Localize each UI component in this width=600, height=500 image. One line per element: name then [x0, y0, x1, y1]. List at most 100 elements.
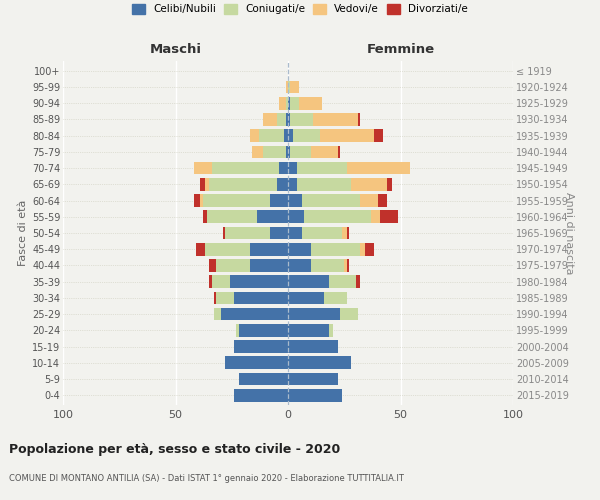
Bar: [257, 210, 288, 223]
Bar: [320, 130, 373, 142]
Bar: [250, 130, 259, 142]
Bar: [288, 178, 297, 190]
Bar: [205, 243, 250, 256]
Bar: [290, 80, 299, 94]
Bar: [270, 226, 288, 239]
Bar: [288, 356, 351, 369]
Bar: [311, 259, 344, 272]
Bar: [236, 324, 239, 336]
Bar: [351, 178, 387, 190]
Bar: [234, 389, 288, 402]
Bar: [288, 146, 290, 158]
Bar: [216, 259, 250, 272]
Text: COMUNE DI MONTANO ANTILIA (SA) - Dati ISTAT 1° gennaio 2020 - Elaborazione TUTTI: COMUNE DI MONTANO ANTILIA (SA) - Dati IS…: [9, 474, 404, 483]
Bar: [288, 389, 342, 402]
Bar: [286, 97, 288, 110]
Bar: [288, 259, 311, 272]
Text: Maschi: Maschi: [149, 43, 202, 56]
Bar: [337, 146, 340, 158]
Bar: [221, 308, 288, 320]
Text: Popolazione per età, sesso e stato civile - 2020: Popolazione per età, sesso e stato civil…: [9, 442, 340, 456]
Bar: [378, 194, 387, 207]
Bar: [286, 146, 288, 158]
Bar: [290, 97, 299, 110]
Bar: [299, 97, 322, 110]
Bar: [290, 146, 311, 158]
Bar: [297, 162, 347, 174]
Bar: [214, 292, 216, 304]
Bar: [297, 178, 351, 190]
Bar: [342, 226, 347, 239]
Bar: [225, 356, 288, 369]
Bar: [365, 243, 373, 256]
Bar: [193, 194, 200, 207]
Bar: [203, 194, 270, 207]
Bar: [229, 276, 288, 288]
Bar: [223, 226, 225, 239]
Bar: [290, 113, 313, 126]
Bar: [209, 276, 212, 288]
Bar: [203, 210, 207, 223]
Bar: [324, 292, 347, 304]
Bar: [259, 130, 284, 142]
Bar: [209, 259, 216, 272]
Bar: [288, 80, 290, 94]
Bar: [302, 194, 360, 207]
Bar: [293, 130, 320, 142]
Bar: [239, 324, 288, 336]
Bar: [263, 146, 286, 158]
Bar: [193, 162, 212, 174]
Bar: [263, 113, 277, 126]
Bar: [387, 178, 392, 190]
Bar: [288, 324, 329, 336]
Bar: [288, 210, 304, 223]
Bar: [340, 308, 358, 320]
Bar: [225, 226, 270, 239]
Bar: [360, 243, 365, 256]
Bar: [216, 292, 234, 304]
Bar: [347, 259, 349, 272]
Bar: [277, 113, 286, 126]
Bar: [200, 178, 205, 190]
Bar: [200, 194, 203, 207]
Bar: [344, 259, 347, 272]
Bar: [234, 340, 288, 353]
Bar: [288, 130, 293, 142]
Bar: [205, 178, 209, 190]
Bar: [286, 113, 288, 126]
Bar: [360, 194, 378, 207]
Bar: [288, 162, 297, 174]
Y-axis label: Anni di nascita: Anni di nascita: [564, 192, 574, 274]
Bar: [371, 210, 380, 223]
Bar: [373, 130, 383, 142]
Bar: [288, 243, 311, 256]
Bar: [288, 97, 290, 110]
Bar: [250, 243, 288, 256]
Bar: [279, 97, 286, 110]
Bar: [358, 113, 360, 126]
Bar: [288, 292, 324, 304]
Bar: [288, 372, 337, 386]
Bar: [313, 113, 358, 126]
Bar: [311, 146, 337, 158]
Bar: [329, 324, 333, 336]
Legend: Celibi/Nubili, Coniugati/e, Vedovi/e, Divorziati/e: Celibi/Nubili, Coniugati/e, Vedovi/e, Di…: [132, 4, 468, 14]
Bar: [380, 210, 398, 223]
Bar: [329, 276, 355, 288]
Bar: [279, 162, 288, 174]
Bar: [209, 178, 277, 190]
Bar: [355, 276, 360, 288]
Bar: [311, 243, 360, 256]
Bar: [304, 210, 371, 223]
Bar: [252, 146, 263, 158]
Bar: [284, 130, 288, 142]
Bar: [288, 226, 302, 239]
Bar: [288, 340, 337, 353]
Bar: [347, 162, 409, 174]
Bar: [234, 292, 288, 304]
Bar: [212, 276, 229, 288]
Text: Femmine: Femmine: [367, 43, 434, 56]
Bar: [277, 178, 288, 190]
Bar: [250, 259, 288, 272]
Y-axis label: Fasce di età: Fasce di età: [17, 200, 28, 266]
